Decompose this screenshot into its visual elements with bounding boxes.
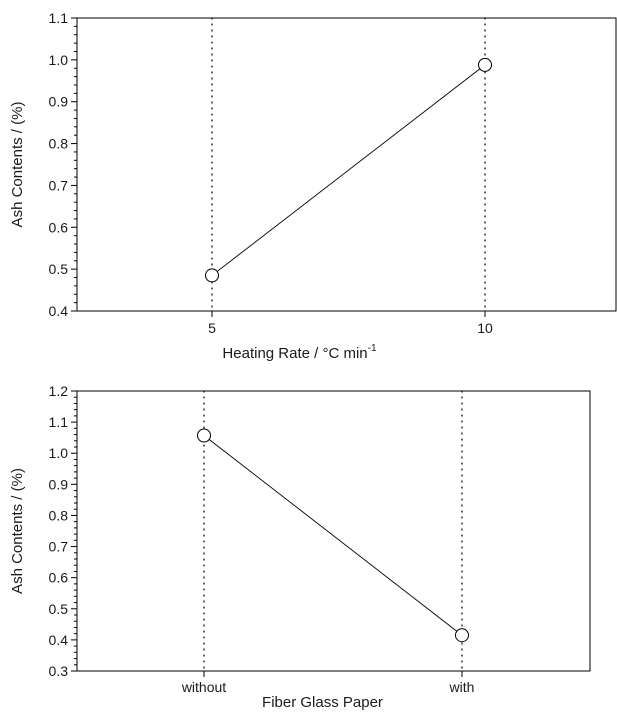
x-axis-label: Heating Rate / °C min-1 (222, 343, 377, 362)
y-tick-label: 0.9 (49, 476, 69, 492)
data-point-marker (478, 57, 492, 72)
y-tick-label: 1.1 (49, 414, 69, 430)
y-tick-label: 0.7 (49, 539, 69, 555)
y-tick-label: 1.0 (49, 52, 69, 68)
x-axis-label-superscript: -1 (368, 343, 377, 354)
y-tick-label: 0.4 (49, 303, 69, 319)
y-tick-label: 1.1 (49, 10, 69, 26)
y-tick-label: 1.0 (49, 445, 69, 461)
x-axis-label: Fiber Glass Paper (262, 694, 383, 711)
data-point-marker (205, 268, 219, 283)
y-tick-label: 0.8 (49, 507, 69, 523)
y-tick-label: 0.8 (49, 136, 69, 152)
data-point-marker (197, 428, 211, 443)
plot-frame (76, 17, 617, 312)
x-axis-label-text: Fiber Glass Paper (262, 694, 383, 711)
series-line (203, 435, 463, 636)
y-axis-label: Ash Contents / (%) (9, 468, 26, 594)
x-tick-label: with (449, 679, 475, 695)
x-tick-label: 5 (208, 320, 216, 336)
y-tick-label: 0.6 (49, 219, 69, 235)
x-axis-label-text: Heating Rate / °C min (222, 345, 367, 362)
y-tick-label: 0.3 (49, 663, 69, 679)
y-tick-label: 0.9 (49, 94, 69, 110)
series-line (211, 64, 486, 276)
chart-panel-heating-rate: 0.4 0.5 0.6 0.7 0.8 0.9 1.0 1.1 5 10 Ash Contents … (9, 10, 617, 362)
plot-frame (76, 390, 591, 672)
y-tick-label: 0.4 (49, 632, 69, 648)
y-tick-label: 0.5 (49, 261, 69, 277)
y-tick-label: 0.6 (49, 570, 69, 586)
chart-panel-fiber-glass-paper: 0.3 0.4 0.5 0.6 0.7 0.8 0.9 1.0 1.1 1.2 without wit… (9, 383, 591, 711)
y-tick-label: 0.7 (49, 177, 69, 193)
x-tick-label: without (181, 679, 226, 695)
y-tick-label: 1.2 (49, 383, 69, 399)
y-axis-label: Ash Contents / (%) (9, 102, 26, 228)
data-point-marker (455, 628, 469, 643)
x-tick-label: 10 (477, 320, 493, 336)
y-tick-label: 0.5 (49, 601, 69, 617)
